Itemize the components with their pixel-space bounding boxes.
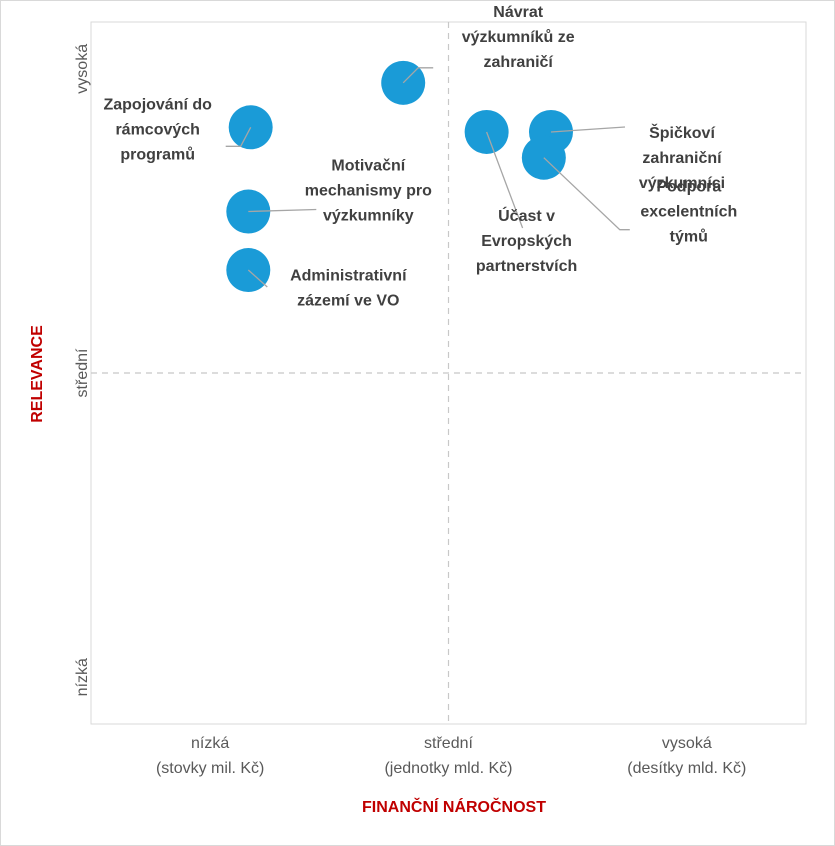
y-tick-label: nízká	[74, 658, 91, 696]
x-tick-label: nízká (stovky mil. Kč)	[156, 735, 264, 777]
x-tick-label: střední (jednotky mld. Kč)	[384, 735, 512, 777]
y-tick-label: vysoká	[74, 44, 91, 94]
leader-line	[402, 67, 434, 84]
bubble	[464, 109, 509, 154]
bubble	[226, 189, 271, 234]
bubble-label: Administrativní zázemí ve VO	[290, 268, 407, 310]
bubble-label: Podpora excelentních týmů	[640, 179, 737, 246]
bubble-label: Motivační mechanismy pro výzkumníky	[305, 158, 432, 225]
leader-line	[248, 208, 317, 213]
leader-line	[485, 131, 524, 229]
x-axis-title: FINANČNÍ NÁROČNOST	[362, 797, 546, 816]
leader-line	[225, 126, 252, 147]
y-tick-label: střední	[74, 348, 91, 397]
bubble-label: Špičkoví zahraniční výzkumníci	[639, 123, 725, 192]
bubble-label: Zapojování do rámcových programů	[103, 96, 212, 163]
leader-line	[543, 157, 630, 231]
y-axis-title: RELEVANCE	[29, 325, 46, 423]
x-tick-label: vysoká (desítky mld. Kč)	[627, 735, 746, 777]
bubble-label: Návrat výzkumníků ze zahraničí	[462, 4, 575, 71]
leader-line	[247, 269, 268, 288]
leader-line	[550, 126, 626, 133]
bubble-label: Účast v Evropských partnerstvích	[476, 206, 577, 275]
